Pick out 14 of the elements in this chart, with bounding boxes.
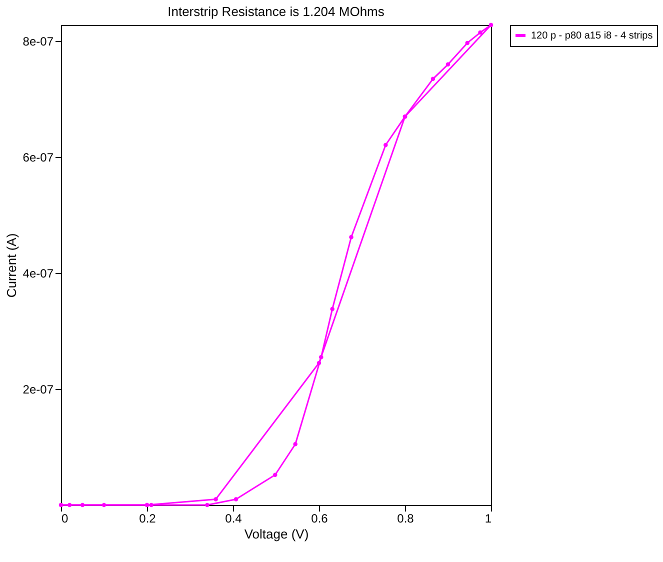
x-tick-label: 0.6 bbox=[311, 512, 328, 526]
x-tick-label: 1 bbox=[484, 512, 492, 526]
y-tick-label: 8e-07 bbox=[22, 34, 54, 49]
y-tick-label: 2e-07 bbox=[22, 382, 54, 397]
x-axis-title: Voltage (V) bbox=[244, 526, 309, 542]
x-tick-label: 0.2 bbox=[139, 512, 156, 526]
y-axis-title: Current (A) bbox=[4, 233, 19, 298]
x-tick-label: 0.4 bbox=[225, 512, 242, 526]
x-tick-label: 0.8 bbox=[397, 512, 414, 526]
legend-label: 120 p - p80 a15 i8 - 4 strips bbox=[531, 30, 653, 42]
chart-title: Interstrip Resistance is 1.204 MOhms bbox=[168, 4, 385, 19]
y-tick-label: 4e-07 bbox=[22, 266, 54, 281]
x-tick-label: 0 bbox=[62, 512, 68, 526]
y-tick-label: 6e-07 bbox=[22, 150, 54, 165]
